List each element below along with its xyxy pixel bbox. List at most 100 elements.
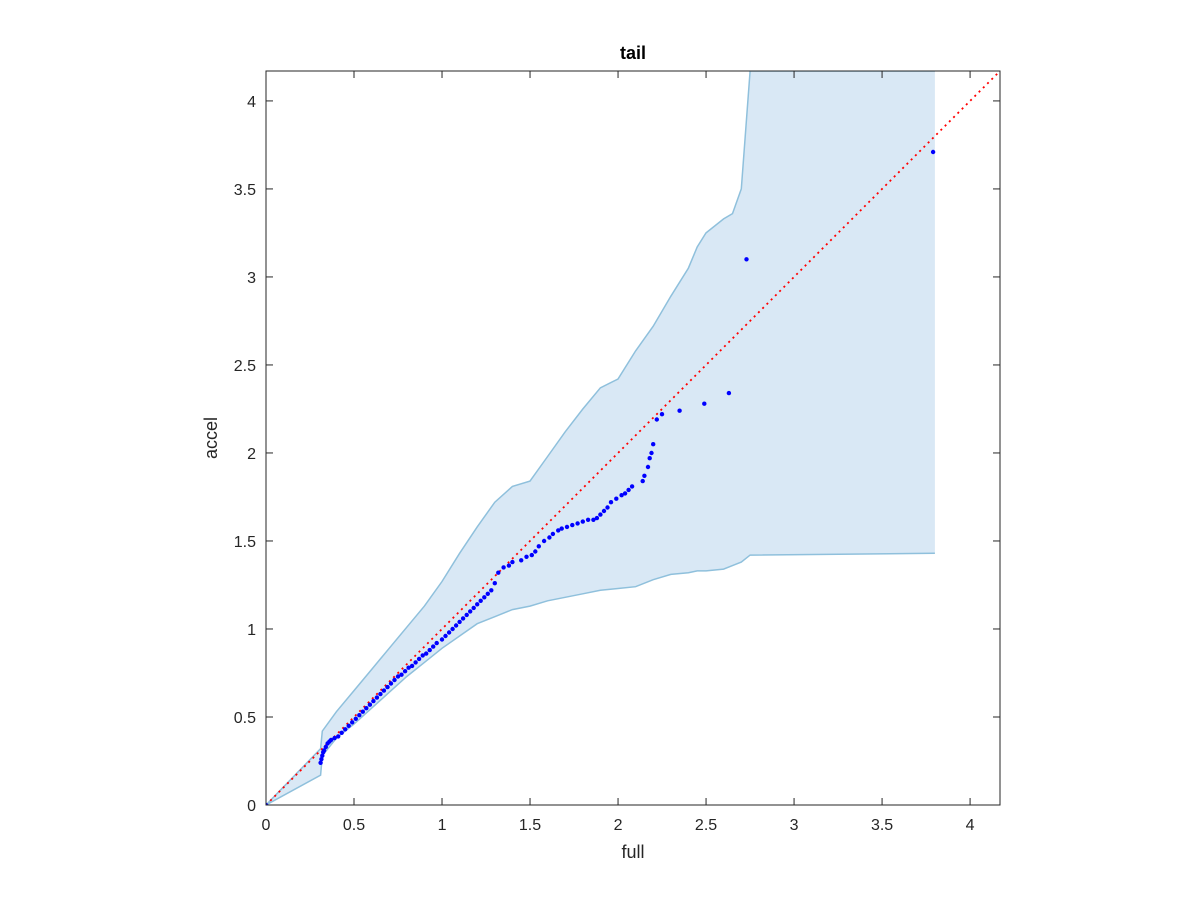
data-point xyxy=(323,744,328,750)
data-point xyxy=(496,570,501,575)
data-point xyxy=(468,609,473,614)
data-point xyxy=(594,515,600,521)
data-point xyxy=(402,669,408,674)
x-tick-label: 0.5 xyxy=(343,817,365,834)
data-point xyxy=(409,663,415,669)
data-point xyxy=(575,521,580,526)
data-point xyxy=(677,408,682,413)
data-point xyxy=(605,505,610,510)
data-point xyxy=(645,464,651,470)
data-point xyxy=(614,496,619,501)
data-point xyxy=(649,450,654,456)
data-point xyxy=(318,760,323,765)
data-point xyxy=(443,633,448,639)
data-point xyxy=(319,757,324,762)
data-point xyxy=(446,630,452,635)
x-tick-label: 2.5 xyxy=(695,817,717,834)
data-point xyxy=(357,713,362,718)
data-point xyxy=(464,612,469,618)
data-point xyxy=(364,706,369,711)
data-point xyxy=(647,456,652,461)
data-point xyxy=(659,412,665,417)
data-point xyxy=(547,535,552,540)
data-point xyxy=(424,651,429,656)
data-point xyxy=(564,524,570,530)
data-point xyxy=(374,695,380,700)
data-point xyxy=(321,748,327,753)
data-point xyxy=(339,730,344,735)
confidence-band xyxy=(266,71,935,805)
chart-title: tail xyxy=(620,43,646,63)
data-point xyxy=(471,605,476,611)
data-point xyxy=(585,517,591,522)
data-point xyxy=(406,665,411,670)
data-point xyxy=(591,517,596,522)
data-point xyxy=(510,559,515,565)
x-tick-label: 1.5 xyxy=(519,817,541,834)
data-point xyxy=(550,531,556,537)
data-point xyxy=(266,802,269,805)
data-point xyxy=(930,149,936,155)
data-point xyxy=(328,737,334,743)
x-tick-label: 2 xyxy=(614,817,623,834)
data-point xyxy=(726,390,732,396)
x-axis-ticks: 0 0.5 1 1.5 2 2.5 3 3.5 4 xyxy=(262,71,975,834)
data-point xyxy=(654,417,659,422)
y-tick-label: 3 xyxy=(247,270,256,287)
data-point xyxy=(460,616,466,621)
x-tick-label: 0 xyxy=(262,817,271,834)
axes-box xyxy=(265,70,1001,806)
data-point xyxy=(385,684,390,690)
y-tick-label: 1 xyxy=(247,622,256,639)
data-point xyxy=(450,626,455,632)
reference-line xyxy=(266,71,1000,805)
data-point xyxy=(416,656,422,662)
data-point xyxy=(541,538,547,544)
data-point xyxy=(533,549,538,554)
data-point xyxy=(343,727,348,732)
data-point xyxy=(399,672,404,677)
data-point xyxy=(434,640,439,646)
data-point xyxy=(524,554,529,559)
data-point xyxy=(580,519,585,524)
data-point xyxy=(519,558,524,563)
data-point xyxy=(395,674,401,679)
y-tick-label: 0.5 xyxy=(234,710,256,727)
data-point xyxy=(598,512,603,517)
data-point xyxy=(420,653,425,658)
data-point xyxy=(392,677,397,683)
data-point xyxy=(413,660,418,665)
x-tick-label: 3.5 xyxy=(871,817,893,834)
data-point xyxy=(651,442,656,447)
data-point xyxy=(346,723,351,728)
data-point xyxy=(478,598,483,603)
data-point xyxy=(642,473,647,478)
data-point xyxy=(378,691,383,697)
data-point xyxy=(388,681,394,686)
data-point xyxy=(353,716,358,721)
data-point xyxy=(485,591,490,596)
data-point xyxy=(622,491,628,496)
data-point xyxy=(457,619,462,625)
data-point xyxy=(626,487,631,493)
data-point xyxy=(556,528,561,533)
data-point xyxy=(332,735,337,741)
data-point xyxy=(570,522,575,528)
data-point xyxy=(360,709,365,714)
data-point xyxy=(489,588,494,593)
data-point xyxy=(559,526,564,531)
data-point xyxy=(453,623,459,628)
data-point xyxy=(744,257,749,262)
data-point xyxy=(439,637,445,642)
x-tick-label: 4 xyxy=(966,817,975,834)
data-point xyxy=(371,698,376,704)
data-point xyxy=(381,688,387,693)
y-tick-label: 0 xyxy=(247,798,256,815)
data-point xyxy=(501,565,506,570)
data-point xyxy=(367,702,373,707)
x-tick-label: 1 xyxy=(438,817,447,834)
y-tick-label: 3.5 xyxy=(234,182,256,199)
data-point xyxy=(427,647,432,653)
x-tick-label: 3 xyxy=(790,817,799,834)
